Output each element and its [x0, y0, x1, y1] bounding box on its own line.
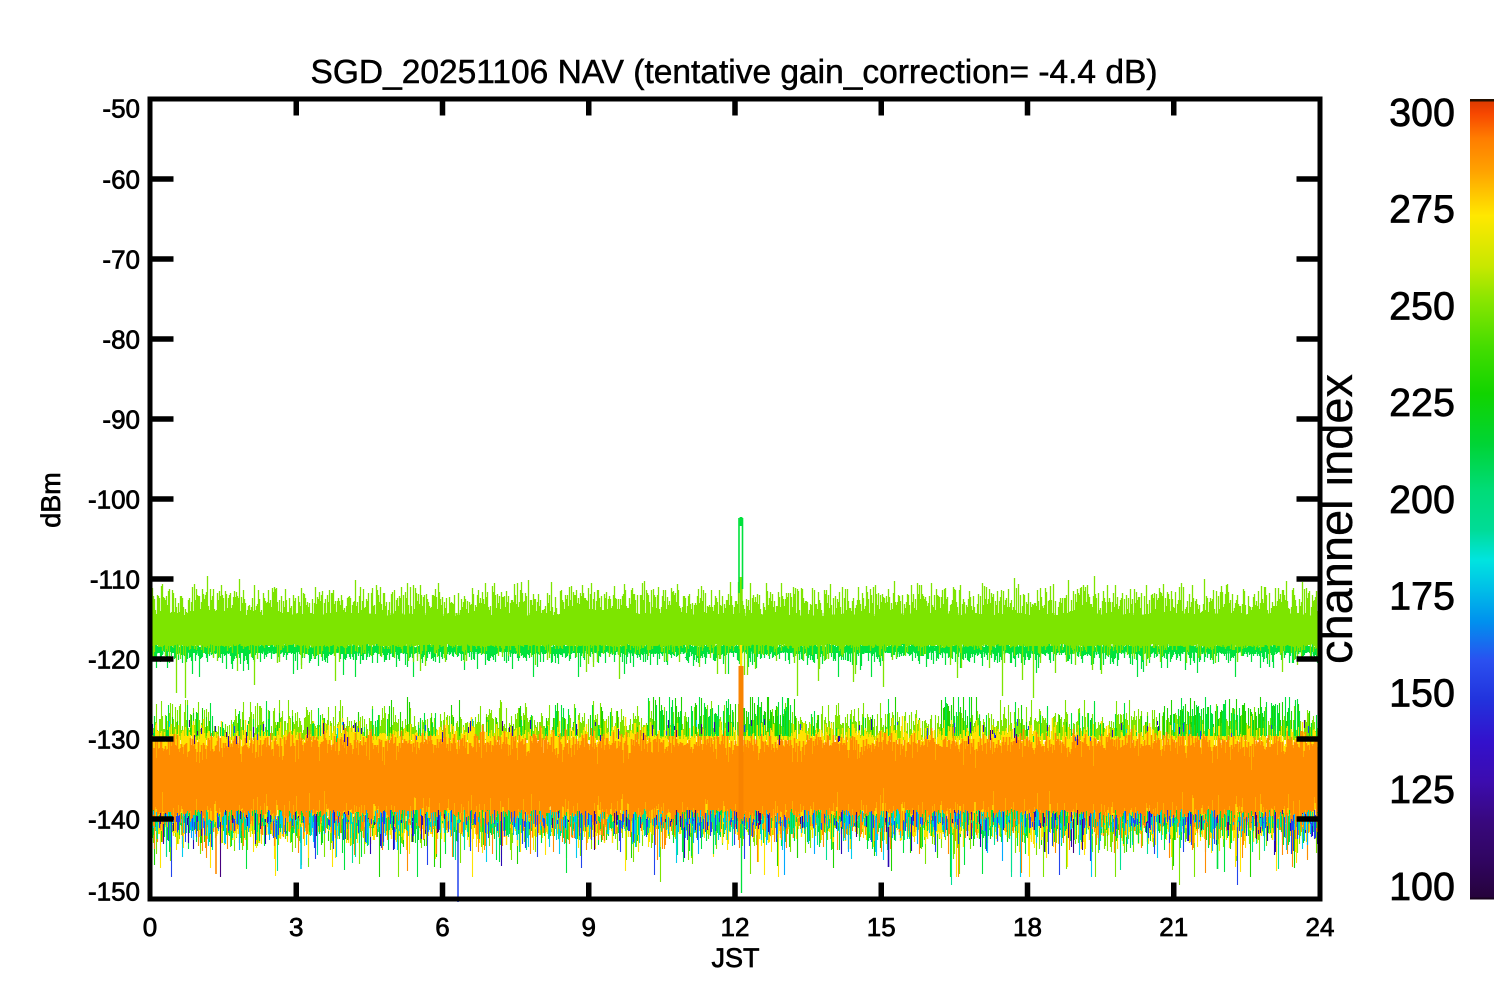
svg-text:9: 9: [582, 912, 596, 942]
svg-text:SGD_20251106 NAV (tentative ga: SGD_20251106 NAV (tentative gain_correct…: [311, 54, 1158, 91]
svg-text:-80: -80: [102, 324, 140, 354]
svg-text:channel index: channel index: [1309, 374, 1362, 664]
svg-text:150: 150: [1389, 671, 1455, 715]
svg-text:18: 18: [1013, 912, 1042, 942]
svg-text:21: 21: [1159, 912, 1188, 942]
svg-text:100: 100: [1389, 865, 1455, 909]
svg-text:175: 175: [1389, 575, 1455, 619]
svg-text:225: 225: [1389, 381, 1455, 425]
svg-text:dBm: dBm: [36, 472, 66, 528]
svg-text:125: 125: [1389, 768, 1455, 812]
svg-text:12: 12: [721, 912, 750, 942]
svg-text:6: 6: [435, 912, 449, 942]
svg-text:JST: JST: [711, 943, 759, 973]
svg-text:-140: -140: [88, 804, 140, 834]
svg-text:-110: -110: [90, 564, 140, 594]
svg-text:15: 15: [867, 912, 896, 942]
svg-text:-70: -70: [102, 244, 140, 274]
svg-text:-120: -120: [88, 644, 140, 674]
svg-text:-150: -150: [88, 876, 140, 906]
svg-text:0: 0: [143, 912, 157, 942]
svg-text:-100: -100: [88, 484, 140, 514]
svg-text:-60: -60: [102, 164, 140, 194]
svg-text:-130: -130: [88, 724, 140, 754]
svg-text:3: 3: [289, 912, 303, 942]
svg-text:24: 24: [1306, 912, 1335, 942]
svg-text:275: 275: [1389, 188, 1455, 232]
svg-text:200: 200: [1389, 478, 1455, 522]
svg-text:300: 300: [1389, 91, 1455, 135]
svg-text:250: 250: [1389, 284, 1455, 328]
svg-text:-90: -90: [102, 404, 140, 434]
svg-text:-50: -50: [102, 93, 140, 123]
